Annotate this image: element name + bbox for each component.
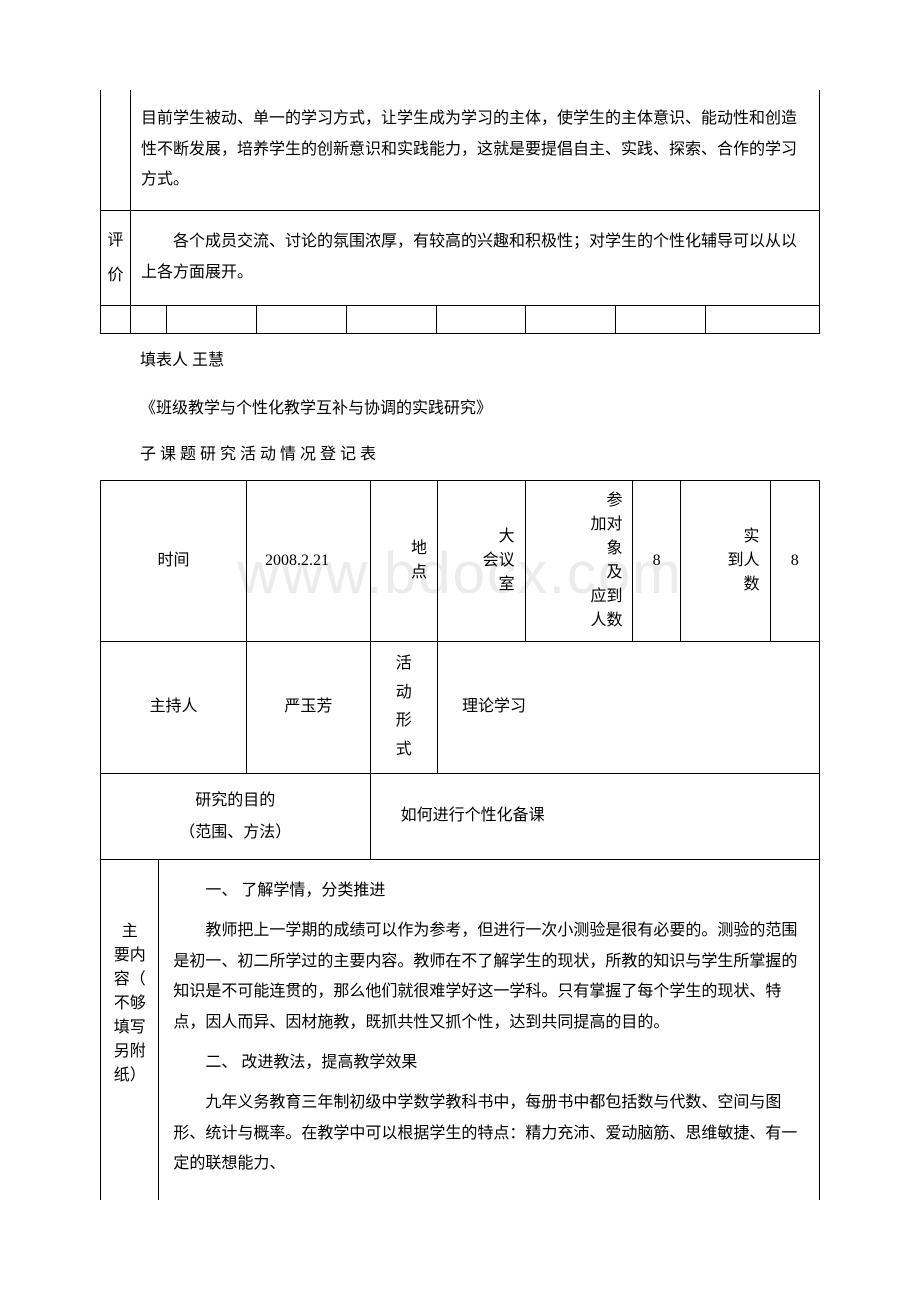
purpose-label-cell: 研究的目的 （范围、方法） (101, 774, 371, 860)
body-side-label: 主要内容（不够填写另附纸） (105, 920, 154, 1088)
actual-value-cell: 8 (770, 480, 819, 641)
body-p1: 教师把上一学期的成绩可以作为参考，但进行一次小测验是很有必要的。测验的范围是初一… (173, 916, 805, 1038)
purpose-label-2: （范围、方法） (179, 824, 291, 841)
doc-title: 《班级教学与个性化教学互补与协调的实践研究》 (100, 382, 820, 430)
participants-value: 8 (633, 538, 679, 584)
place-value-cell: 大会议室 (438, 480, 526, 641)
host-value-cell: 严玉芳 (247, 641, 371, 773)
eval-text: 各个成员交流、讨论的氛围浓厚，有较高的兴趣和积极性；对学生的个性化辅导可以从以上… (131, 219, 819, 296)
host-label-cell: 主持人 (101, 641, 247, 773)
time-value: 2008.2.21 (247, 538, 370, 584)
sub-title: 子课题研究活动情况登记表 (100, 430, 820, 480)
eval-row-label-text: 评 价 (105, 223, 126, 293)
filler-line: 填表人 王慧 (100, 334, 820, 382)
participants-value-cell: 8 (633, 480, 680, 641)
time-label: 时间 (101, 538, 246, 584)
body-content: 一、 了解学情，分类推进 教师把上一学期的成绩可以作为参考，但进行一次小测验是很… (159, 860, 819, 1200)
place-label-cell: 地点 (370, 480, 437, 641)
top-left-empty (101, 90, 131, 210)
actual-value: 8 (771, 538, 819, 584)
participants-label-cell: 参加对象 及应到人数 (525, 480, 633, 641)
body-h1: 一、 了解学情，分类推进 (173, 876, 805, 906)
form-label-cell: 活动形式 (370, 641, 437, 773)
body-side-label-cell: 主要内容（不够填写另附纸） (101, 860, 159, 1200)
purpose-value: 如何进行个性化备课 (371, 793, 819, 839)
top-content-text: 目前学生被动、单一的学习方式，让学生成为学习的主体，使学生的主体意识、能动性和创… (131, 96, 819, 203)
top-table: 目前学生被动、单一的学习方式，让学生成为学习的主体，使学生的主体意识、能动性和创… (100, 90, 820, 334)
eval-row-label: 评 价 (101, 210, 131, 305)
top-empty-row (101, 305, 820, 333)
body-h2: 二、 改进教法，提高教学效果 (173, 1048, 805, 1078)
host-label: 主持人 (101, 684, 246, 730)
purpose-value-cell: 如何进行个性化备课 (370, 774, 819, 860)
main-form-table: 时间 2008.2.21 地点 大会议室 参加对象 及应到人数 8 实到人数 8 (100, 480, 820, 1200)
body-content-cell: 一、 了解学情，分类推进 教师把上一学期的成绩可以作为参考，但进行一次小测验是很… (159, 860, 820, 1200)
time-label-cell: 时间 (101, 480, 247, 641)
time-value-cell: 2008.2.21 (247, 480, 371, 641)
form-value: 理论学习 (438, 684, 819, 730)
actual-label-cell: 实到人数 (680, 480, 770, 641)
purpose-label-1: 研究的目的 (195, 792, 275, 809)
body-p2: 九年义务教育三年制初级中学数学教科书中，每册书中都包括数与代数、空间与图形、统计… (173, 1088, 805, 1179)
form-value-cell: 理论学习 (438, 641, 820, 773)
host-value: 严玉芳 (247, 684, 370, 730)
eval-cell: 各个成员交流、讨论的氛围浓厚，有较高的兴趣和积极性；对学生的个性化辅导可以从以上… (130, 210, 819, 305)
top-content-cell: 目前学生被动、单一的学习方式，让学生成为学习的主体，使学生的主体意识、能动性和创… (130, 90, 819, 210)
